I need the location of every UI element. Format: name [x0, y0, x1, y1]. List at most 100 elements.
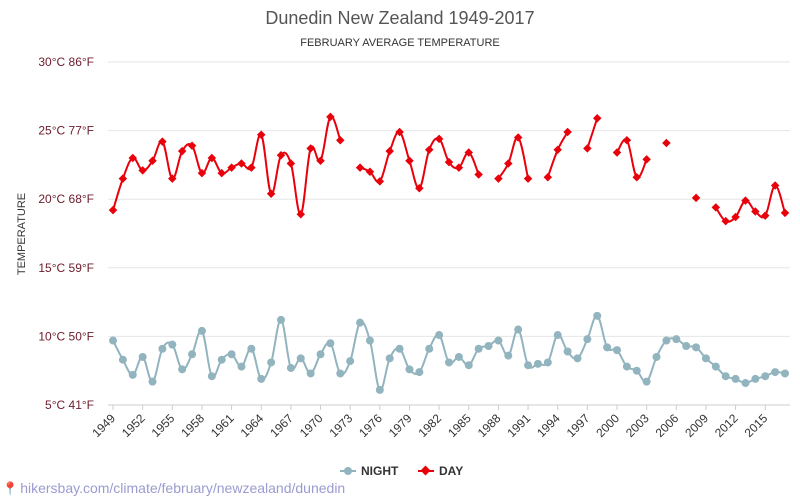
data-point-night[interactable] [445, 358, 453, 367]
data-point-night[interactable] [583, 335, 592, 344]
data-point-night[interactable] [405, 365, 414, 374]
data-point-night[interactable] [385, 354, 394, 363]
data-point-night[interactable] [721, 372, 730, 381]
data-point-night[interactable] [711, 362, 720, 371]
data-point-day[interactable] [464, 148, 474, 157]
data-point-day[interactable] [168, 174, 177, 183]
data-point-day[interactable] [316, 156, 325, 166]
data-point-night[interactable] [178, 365, 187, 374]
data-point-night[interactable] [692, 343, 701, 352]
data-point-day[interactable] [256, 130, 266, 139]
data-point-night[interactable] [662, 336, 671, 345]
data-point-night[interactable] [296, 354, 305, 363]
data-point-day[interactable] [247, 163, 256, 172]
data-point-night[interactable] [553, 331, 562, 340]
data-point-night[interactable] [356, 318, 365, 327]
data-point-night[interactable] [543, 358, 552, 367]
data-point-day[interactable] [415, 183, 424, 193]
data-point-night[interactable] [395, 344, 404, 353]
data-point-day[interactable] [227, 163, 236, 172]
data-point-day[interactable] [375, 177, 385, 186]
data-point-night[interactable] [613, 346, 621, 355]
data-point-day[interactable] [296, 210, 306, 219]
legend[interactable]: NIGHT DAY [340, 464, 463, 478]
data-point-day[interactable] [622, 135, 632, 145]
data-point-night[interactable] [257, 374, 266, 383]
data-point-night[interactable] [277, 315, 285, 324]
legend-item-day[interactable]: DAY [418, 464, 463, 478]
data-point-night[interactable] [158, 344, 167, 353]
data-point-day[interactable] [642, 155, 651, 164]
data-point-day[interactable] [217, 168, 226, 178]
data-point-night[interactable] [375, 385, 384, 394]
data-point-night[interactable] [336, 369, 345, 378]
data-point-night[interactable] [771, 368, 780, 377]
data-point-night[interactable] [138, 352, 147, 361]
data-point-night[interactable] [316, 350, 325, 359]
data-point-night[interactable] [484, 342, 493, 351]
data-point-night[interactable] [741, 379, 750, 388]
data-point-night[interactable] [118, 355, 127, 364]
data-point-day[interactable] [266, 189, 276, 198]
data-point-day[interactable] [276, 151, 286, 160]
data-point-day[interactable] [118, 174, 128, 183]
data-point-day[interactable] [336, 135, 345, 145]
data-point-night[interactable] [632, 366, 641, 375]
data-point-night[interactable] [761, 372, 770, 381]
data-point-day[interactable] [454, 163, 464, 172]
data-point-night[interactable] [514, 325, 523, 334]
data-point-day[interactable] [177, 146, 187, 156]
data-point-night[interactable] [415, 368, 424, 377]
data-point-day[interactable] [207, 153, 217, 163]
data-point-night[interactable] [188, 350, 197, 359]
data-point-day[interactable] [128, 153, 138, 163]
data-point-night[interactable] [652, 352, 661, 361]
data-point-day[interactable] [365, 167, 375, 177]
data-point-night[interactable] [533, 359, 542, 368]
data-point-night[interactable] [435, 331, 444, 340]
data-point-night[interactable] [563, 347, 572, 356]
data-point-night[interactable] [464, 361, 473, 370]
data-point-day[interactable] [197, 168, 207, 178]
data-point-night[interactable] [494, 336, 503, 345]
data-point-day[interactable] [662, 138, 671, 148]
data-point-night[interactable] [642, 377, 651, 386]
data-point-day[interactable] [424, 145, 434, 155]
data-point-day[interactable] [355, 163, 365, 172]
data-point-night[interactable] [227, 350, 236, 359]
data-point-day[interactable] [405, 156, 414, 166]
data-point-night[interactable] [474, 344, 483, 353]
data-point-night[interactable] [148, 377, 157, 386]
data-point-day[interactable] [563, 127, 572, 137]
data-point-night[interactable] [326, 339, 335, 348]
data-point-night[interactable] [672, 335, 681, 344]
data-point-day[interactable] [306, 144, 315, 153]
data-point-day[interactable] [385, 146, 394, 156]
data-point-day[interactable] [434, 134, 444, 144]
source-link[interactable]: 📍 hikersbay.com/climate/february/newzeala… [2, 480, 345, 497]
data-point-night[interactable] [109, 336, 117, 345]
data-point-night[interactable] [168, 340, 177, 349]
data-point-day[interactable] [444, 157, 454, 167]
data-point-day[interactable] [187, 141, 197, 150]
data-point-day[interactable] [326, 112, 335, 122]
data-point-night[interactable] [603, 343, 612, 352]
data-point-day[interactable] [138, 166, 147, 175]
data-point-night[interactable] [365, 336, 374, 345]
data-point-night[interactable] [701, 354, 710, 363]
data-point-day[interactable] [474, 170, 483, 179]
data-point-night[interactable] [524, 361, 533, 370]
data-point-night[interactable] [751, 374, 760, 383]
data-point-day[interactable] [504, 159, 513, 168]
data-point-night[interactable] [781, 369, 789, 378]
data-point-night[interactable] [425, 344, 434, 353]
data-point-night[interactable] [682, 342, 691, 351]
data-point-night[interactable] [197, 326, 206, 335]
data-point-day[interactable] [395, 127, 404, 137]
data-point-night[interactable] [346, 357, 355, 366]
data-point-day[interactable] [612, 148, 622, 157]
data-point-day[interactable] [691, 193, 701, 203]
data-point-night[interactable] [504, 351, 513, 360]
data-point-night[interactable] [128, 370, 137, 379]
data-point-night[interactable] [247, 344, 256, 353]
